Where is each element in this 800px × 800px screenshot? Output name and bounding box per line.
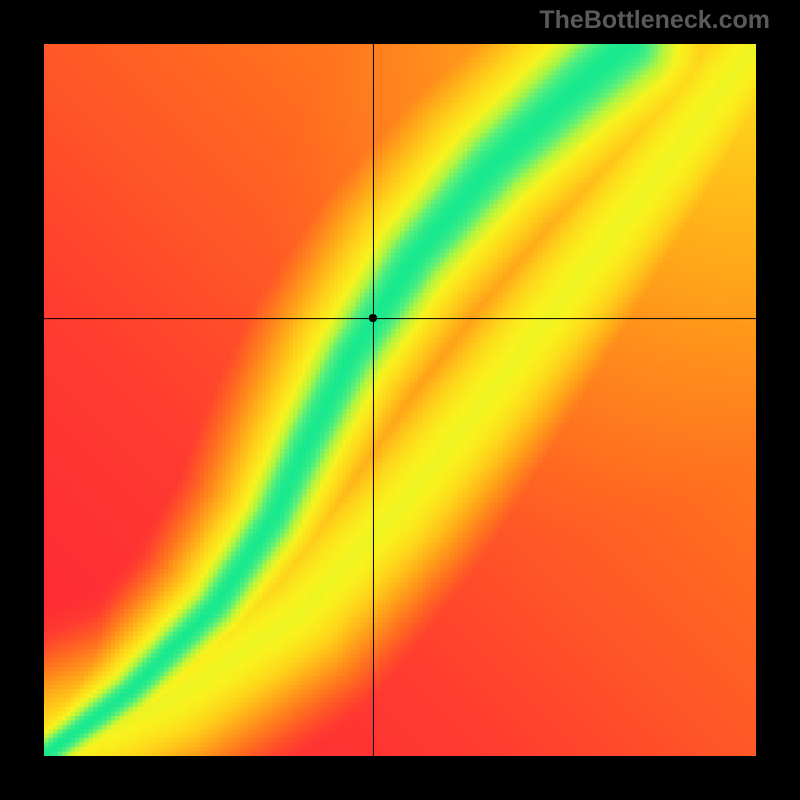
chart-stage: TheBottleneck.com: [0, 0, 800, 800]
crosshair-overlay: [0, 0, 800, 800]
source-watermark: TheBottleneck.com: [539, 6, 770, 35]
